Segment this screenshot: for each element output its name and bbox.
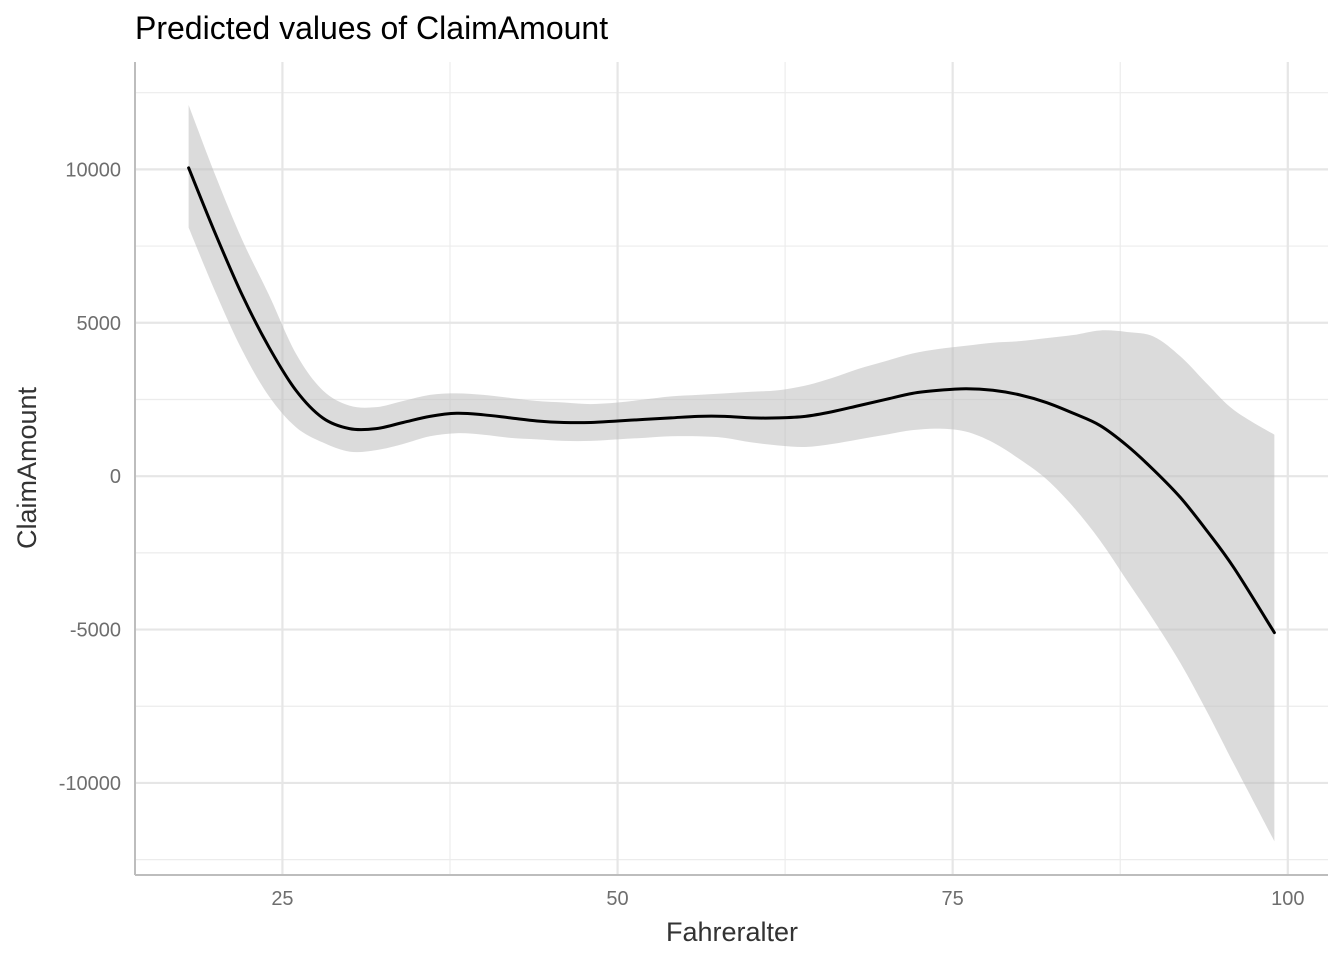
predicted-line (187, 166, 1276, 635)
x-tick-label: 75 (942, 888, 964, 910)
x-tick-label: 25 (271, 888, 293, 910)
data-layer (187, 104, 1276, 842)
y-tick-label: 0 (110, 466, 121, 488)
y-tick-label: -10000 (59, 773, 121, 795)
axis-layer (134, 62, 1328, 876)
x-axis-title: Fahreralter (666, 917, 798, 947)
y-tick-label: 10000 (65, 159, 121, 181)
y-tick-label: -5000 (70, 620, 121, 642)
grid-layer (135, 62, 1328, 875)
tick-label-layer: 25 50 75 100 -10000 -5000 0 5000 10000 (59, 159, 1305, 910)
x-tick-label: 50 (606, 888, 628, 910)
chart-title: Predicted values of ClaimAmount (135, 10, 608, 46)
y-axis-title: ClaimAmount (12, 386, 42, 549)
x-tick-label: 100 (1271, 888, 1304, 910)
confidence-band (188, 104, 1275, 842)
y-tick-label: 5000 (77, 313, 122, 335)
